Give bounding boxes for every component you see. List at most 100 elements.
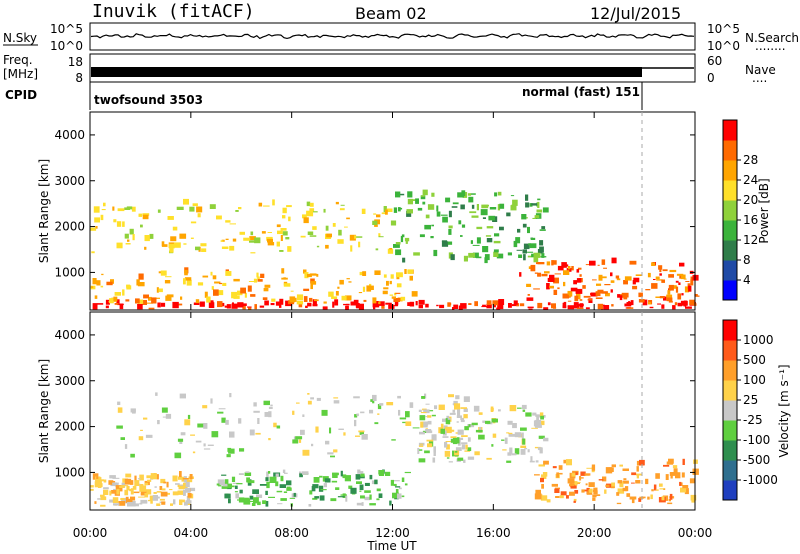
nsearch-label: N.Search: [745, 31, 799, 45]
echo-cell: [425, 214, 430, 219]
echo-cell: [374, 224, 378, 227]
x-tick-label: 00:00: [73, 526, 108, 540]
echo-cell: [360, 473, 365, 477]
echo-cell: [309, 235, 317, 237]
echo-cell: [511, 453, 517, 456]
echo-cell: [657, 303, 661, 305]
echo-cell: [277, 503, 283, 505]
echo-cell: [460, 417, 464, 420]
echo-cell: [226, 454, 231, 458]
echo-cell: [178, 485, 184, 490]
echo-cell: [303, 288, 310, 291]
echo-cell: [514, 432, 522, 438]
echo-cell: [430, 236, 434, 239]
echo-cell: [156, 491, 162, 493]
echo-cell: [217, 479, 225, 486]
echo-cell: [157, 209, 161, 213]
echo-cell: [492, 300, 499, 306]
echo-cell: [287, 486, 291, 491]
echo-cell: [624, 276, 632, 281]
echo-cell: [493, 251, 499, 257]
echo-cell: [393, 298, 400, 302]
echo-cell: [484, 254, 490, 261]
echo-cell: [217, 301, 223, 308]
echo-cell: [386, 402, 394, 406]
echo-cell: [472, 244, 480, 246]
echo-cell: [456, 415, 462, 418]
echo-cell: [254, 237, 261, 244]
echo-cell: [587, 298, 593, 301]
echo-cell: [672, 305, 676, 310]
echo-cell: [316, 273, 319, 277]
echo-cell: [383, 287, 389, 290]
echo-cell: [296, 294, 304, 300]
echo-cell: [533, 288, 540, 290]
nave-legend-dots: ....: [752, 71, 767, 85]
echo-cell: [253, 497, 259, 504]
echo-cell: [676, 273, 684, 276]
echo-cell: [460, 303, 467, 309]
echo-cell: [572, 470, 579, 475]
echo-cell: [488, 215, 496, 221]
echo-cell: [631, 472, 637, 476]
echo-cell: [225, 271, 232, 276]
echo-cell: [361, 434, 368, 440]
echo-cell: [539, 447, 543, 454]
echo-cell: [90, 227, 97, 231]
echo-cell: [448, 210, 452, 218]
power-band-3: [393, 189, 549, 264]
echo-cell: [249, 495, 254, 500]
echo-cell: [534, 272, 539, 274]
echo-cell: [307, 393, 310, 395]
echo-cell: [325, 440, 330, 445]
y-tick-label: 1000: [54, 265, 85, 279]
echo-cell: [370, 399, 373, 402]
echo-cell: [390, 220, 397, 226]
echo-cell: [422, 421, 428, 428]
echo-cell: [617, 488, 625, 494]
echo-cell: [130, 453, 135, 458]
echo-cell: [527, 449, 530, 453]
echo-cell: [460, 204, 465, 210]
echo-cell: [261, 231, 266, 234]
echo-cell: [491, 418, 498, 423]
echo-cell: [252, 489, 259, 494]
echo-cell: [109, 298, 114, 304]
echo-cell: [364, 482, 370, 486]
echo-cell: [114, 292, 121, 296]
echo-cell: [405, 239, 408, 244]
echo-cell: [445, 441, 452, 442]
echo-cell: [333, 449, 338, 453]
echo-cell: [285, 237, 290, 240]
echo-cell: [305, 305, 308, 308]
echo-cell: [370, 285, 374, 290]
echo-cell: [183, 489, 186, 496]
echo-cell: [238, 497, 245, 503]
echo-cell: [251, 502, 256, 506]
echo-cell: [127, 239, 130, 242]
noise-tick-left-bottom: 10^0: [50, 39, 83, 53]
echo-cell: [390, 479, 394, 486]
echo-cell: [271, 298, 276, 302]
echo-cell: [299, 471, 302, 475]
echo-cell: [247, 306, 252, 308]
velocity-band-1: [116, 392, 475, 459]
echo-cell: [155, 392, 158, 396]
echo-cell: [203, 448, 211, 450]
echo-cell: [668, 301, 673, 303]
echo-cell: [413, 252, 420, 256]
echo-cell: [182, 478, 189, 480]
echo-cell: [124, 444, 128, 449]
echo-cell: [551, 483, 558, 487]
x-axis-label: Time UT: [366, 539, 417, 553]
echo-cell: [611, 257, 617, 264]
echo-cell: [659, 296, 665, 299]
echo-cell: [537, 272, 542, 277]
echo-cell: [275, 481, 279, 487]
echo-cell: [540, 256, 547, 258]
echo-cell: [690, 276, 693, 281]
echo-cell: [137, 299, 144, 304]
echo-cell: [114, 303, 119, 305]
echo-cell: [491, 444, 494, 447]
echo-cell: [363, 299, 367, 302]
